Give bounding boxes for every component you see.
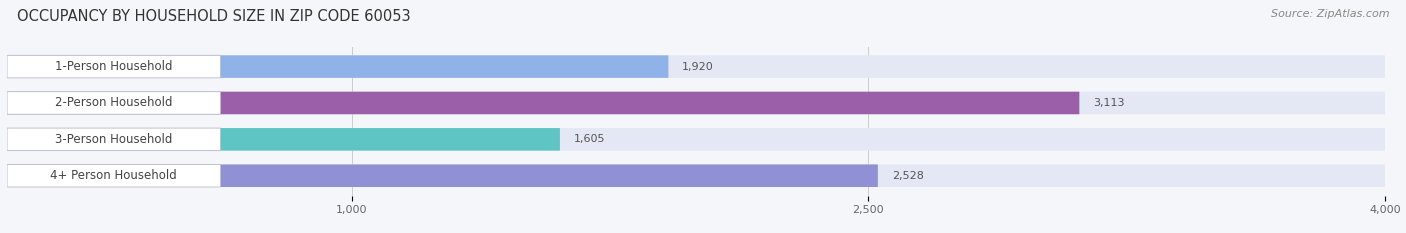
FancyBboxPatch shape <box>7 55 221 78</box>
Text: 2-Person Household: 2-Person Household <box>55 96 173 110</box>
Text: 2,528: 2,528 <box>891 171 924 181</box>
FancyBboxPatch shape <box>7 164 221 187</box>
Text: 1-Person Household: 1-Person Household <box>55 60 173 73</box>
Text: 4+ Person Household: 4+ Person Household <box>51 169 177 182</box>
FancyBboxPatch shape <box>7 92 1080 114</box>
FancyBboxPatch shape <box>7 164 877 187</box>
FancyBboxPatch shape <box>7 92 1385 114</box>
Text: 3-Person Household: 3-Person Household <box>55 133 173 146</box>
Text: 1,605: 1,605 <box>574 134 605 144</box>
FancyBboxPatch shape <box>7 55 668 78</box>
Text: 1,920: 1,920 <box>682 62 714 72</box>
Text: OCCUPANCY BY HOUSEHOLD SIZE IN ZIP CODE 60053: OCCUPANCY BY HOUSEHOLD SIZE IN ZIP CODE … <box>17 9 411 24</box>
FancyBboxPatch shape <box>7 55 1385 78</box>
FancyBboxPatch shape <box>7 128 221 151</box>
Text: Source: ZipAtlas.com: Source: ZipAtlas.com <box>1271 9 1389 19</box>
FancyBboxPatch shape <box>7 92 221 114</box>
Text: 3,113: 3,113 <box>1092 98 1125 108</box>
FancyBboxPatch shape <box>7 128 560 151</box>
FancyBboxPatch shape <box>7 164 1385 187</box>
FancyBboxPatch shape <box>7 128 1385 151</box>
